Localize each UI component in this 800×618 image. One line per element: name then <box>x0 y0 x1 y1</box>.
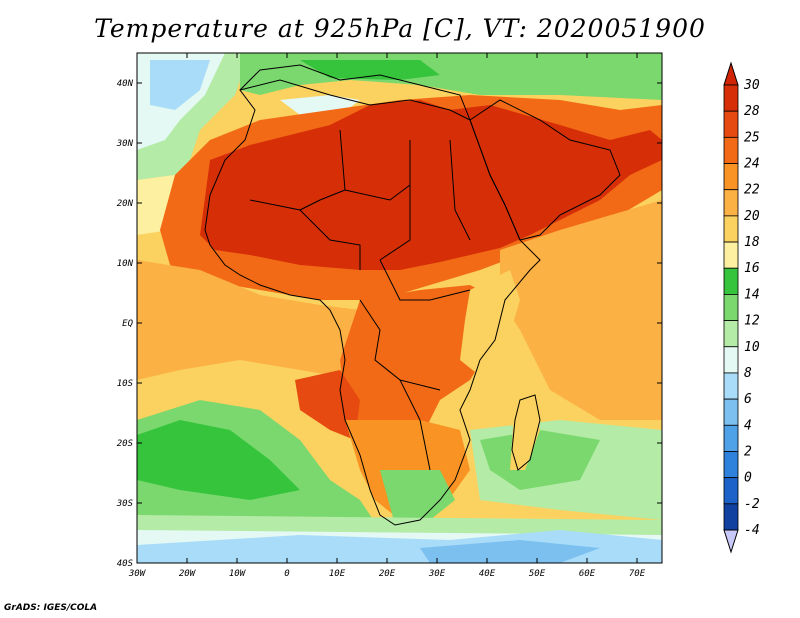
indian-ocean-warm <box>500 200 662 420</box>
colorbar-label: 24 <box>744 157 760 172</box>
south-atlantic-dark-green <box>137 420 300 500</box>
lat-tick-label: 20N <box>117 199 134 209</box>
colorbar-swatch <box>723 320 739 348</box>
madagascar-coastline <box>511 394 541 471</box>
colorbar-swatch <box>723 477 739 505</box>
colorbar-label: 2 <box>744 444 752 459</box>
colorbar-label: 14 <box>744 287 760 302</box>
lon-tick-label: 60E <box>579 569 596 579</box>
angola-hot-patch <box>295 370 360 440</box>
colorbar-label: 30 <box>743 78 760 93</box>
colorbar-label: 12 <box>744 314 760 329</box>
europe-green-dark <box>300 60 440 80</box>
colorbar-label: 0 <box>744 471 752 486</box>
lon-tick-label: 50E <box>529 569 546 579</box>
colorbar-swatch <box>723 398 739 426</box>
lat-tick-label: 10S <box>117 379 134 389</box>
lat-tick-label: 30N <box>116 139 134 149</box>
lon-tick-label: 20W <box>179 569 197 579</box>
axis-ticks: 30W 20W 10W 0 10E 20E 30E 40E 50E 60E 70E 40N 30N 20N… <box>116 53 662 579</box>
southern-africa-greens <box>380 470 455 525</box>
lat-tick-label: 40S <box>117 559 134 569</box>
lat-tick-label: 10N <box>117 259 134 269</box>
lon-tick-label: 20E <box>379 569 396 579</box>
colorbar-swatch <box>723 136 739 164</box>
colorbar-label: 4 <box>744 418 752 433</box>
colorbar-swatch <box>723 267 739 295</box>
colorbar-swatch <box>723 215 739 243</box>
colorbar-swatch <box>723 503 739 531</box>
colorbar-label: 6 <box>744 392 752 407</box>
lon-tick-label: 30E <box>428 569 446 579</box>
colorbar-swatch <box>723 110 739 138</box>
colorbar-label: 8 <box>744 366 752 381</box>
colorbar-label: 10 <box>744 340 760 355</box>
colorbar-label: 16 <box>744 261 760 276</box>
lon-tick-label: 30W <box>128 569 147 579</box>
lon-tick-label: 10W <box>229 569 247 579</box>
lat-tick-label: 40N <box>117 79 134 89</box>
colorbar-swatch <box>723 84 739 112</box>
colorbar-top-arrow <box>723 61 739 86</box>
colorbar-label: 20 <box>744 209 760 224</box>
grads-credit: GrADS: IGES/COLA <box>4 603 98 613</box>
lat-tick-label: 20S <box>117 439 134 449</box>
colorbar-label: 18 <box>744 235 760 250</box>
east-africa-pale <box>460 270 520 380</box>
colorbar-bottom-arrow <box>723 529 739 554</box>
map-title: Temperature at 925hPa [C], VT: 202005190… <box>94 14 706 43</box>
lat-tick-label: EQ <box>122 319 133 329</box>
plot-frame <box>136 52 663 564</box>
lat-tick-label: 30S <box>116 499 134 509</box>
lon-tick-label: 70E <box>629 569 646 579</box>
arabia-coastline <box>469 99 621 241</box>
north-atlantic-blue <box>150 60 210 110</box>
colorbar-label: 28 <box>744 104 760 119</box>
lon-tick-label: 40E <box>479 569 496 579</box>
lon-tick-label: 10E <box>329 569 346 579</box>
internal-border-2 <box>249 199 441 471</box>
temperature-field <box>137 53 662 563</box>
colorbar-swatch <box>723 241 739 269</box>
lon-tick-label: 0 <box>284 569 289 579</box>
colorbar-swatch <box>723 189 739 217</box>
sahara-hot-core <box>200 100 662 270</box>
coastlines-borders <box>204 64 621 526</box>
colorbar-label: -2 <box>744 497 760 512</box>
colorbar-label: 25 <box>744 130 760 145</box>
internal-border-1 <box>299 129 471 301</box>
colorbar-swatch <box>723 372 739 400</box>
gulf-of-guinea-warm <box>137 260 360 380</box>
southern-ocean-mid-blue <box>420 540 600 563</box>
colorbar-swatch <box>723 346 739 374</box>
colorbar-label: 22 <box>744 183 760 198</box>
madagascar-warm <box>510 395 540 470</box>
colorbar-swatch <box>723 294 739 321</box>
colorbar-swatch <box>723 424 739 452</box>
colorbar-swatch <box>723 163 739 191</box>
southwest-indian-dark-green <box>480 430 600 490</box>
colorbar-swatch <box>723 451 739 479</box>
europe-coastline <box>239 64 471 121</box>
colorbar-label: -4 <box>744 523 760 538</box>
